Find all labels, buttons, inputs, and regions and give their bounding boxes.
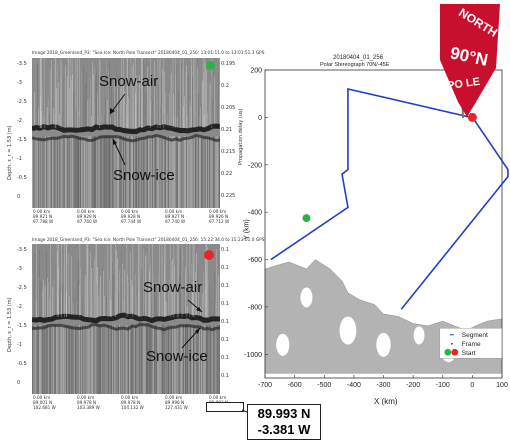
legend-label: Frame bbox=[462, 341, 481, 348]
bottom-right-tick: 0.1 bbox=[221, 283, 229, 289]
legend-frame-swatch bbox=[450, 342, 453, 345]
x-tick-label: -600 bbox=[288, 382, 302, 389]
map-title-line2: Polar Stereograph 70N/-45E bbox=[320, 62, 390, 68]
bay bbox=[300, 287, 313, 308]
top-right-tick: 0.195 bbox=[221, 61, 236, 67]
bay bbox=[339, 316, 357, 345]
y-tick-label: 200 bbox=[250, 68, 262, 75]
bottom-right-tick: 0.1 bbox=[221, 337, 229, 343]
top-snow-air-label: Snow-air bbox=[99, 73, 159, 90]
bottom-right-tick: 0.1 bbox=[221, 265, 229, 271]
top-left-tick: -2.5 bbox=[17, 99, 27, 105]
top-xtick: 0.00 km 89.927 N 97.740 W bbox=[165, 209, 186, 224]
top-left-tick: 0 bbox=[17, 194, 21, 200]
x-tick-label: -500 bbox=[317, 382, 331, 389]
bay bbox=[376, 332, 391, 357]
bottom-right-tick: 0.1 bbox=[221, 355, 229, 361]
map-title-line1: 20180404_01_256 bbox=[333, 55, 384, 61]
map-xlabel: X (km) bbox=[374, 397, 398, 406]
top-right-tick: 0.205 bbox=[221, 105, 236, 111]
x-tick-label: 100 bbox=[496, 382, 508, 389]
bottom-xtick: 0.00 km 89.001 N 102.681 W bbox=[33, 395, 56, 410]
flag-text-pole: PO LE bbox=[446, 76, 480, 92]
bottom-snow-ice-label: Snow-ice bbox=[146, 348, 208, 365]
top-left-tick: -2 bbox=[17, 118, 22, 124]
top-right-tick: 0.21 bbox=[221, 127, 233, 133]
bottom-right-tick: 0.1 bbox=[221, 301, 229, 307]
bottom-left-tick: -0.5 bbox=[17, 361, 27, 367]
top-xtick: 0.00 km 89.928 N 97.744 W bbox=[121, 209, 142, 224]
y-tick-label: -200 bbox=[248, 162, 262, 169]
start-marker-red bbox=[467, 112, 477, 122]
x-tick-label: 0 bbox=[470, 382, 474, 389]
bottom-xtick: 0.00 km 89.978 N 104.132 W bbox=[121, 395, 144, 410]
y-tick-label: 0 bbox=[258, 115, 262, 122]
legend-label: Start bbox=[462, 350, 476, 357]
top-echogram-image bbox=[32, 58, 220, 208]
top-right-tick: 0.22 bbox=[221, 171, 233, 177]
top-panel-title: Image 2018_Greenland_P3: "Sea Ice: North… bbox=[32, 51, 265, 56]
y-tick-label: -400 bbox=[248, 210, 262, 217]
y-tick-label: -800 bbox=[248, 304, 262, 311]
top-xtick: 0.00 km 89.929 N 97.760 W bbox=[77, 209, 98, 224]
bottom-status-dot bbox=[204, 250, 214, 260]
flight-track-map: 20180404_01_256 Polar Stereograph 70N/-4… bbox=[240, 40, 510, 410]
bottom-right-tick: 0.1 bbox=[221, 319, 229, 325]
top-xtick: 0.00 km 89.926 N 97.712 W bbox=[209, 209, 230, 224]
bottom-xtick: 0.00 km 89.996 N 127.431 W bbox=[165, 395, 188, 410]
top-left-tick: -3.5 bbox=[17, 61, 27, 67]
bay bbox=[276, 333, 290, 356]
top-left-tick: -1.5 bbox=[17, 137, 27, 143]
bottom-right-tick: 0.1 bbox=[221, 247, 229, 253]
bottom-left-tick: -3.5 bbox=[17, 247, 27, 253]
top-left-tick: -0.5 bbox=[17, 175, 27, 181]
top-status-dot bbox=[206, 61, 215, 70]
top-annotation-arrows bbox=[109, 93, 126, 166]
top-echogram-panel: Image 2018_Greenland_P3: "Sea Ice: North… bbox=[0, 40, 264, 235]
bottom-snow-air-label: Snow-air bbox=[143, 279, 203, 296]
flight-track bbox=[270, 87, 509, 310]
flag-shape bbox=[440, 4, 500, 117]
top-snow-ice-label: Snow-ice bbox=[113, 167, 175, 184]
top-right-tick: 0.225 bbox=[221, 193, 236, 199]
bottom-left-tick: -2 bbox=[17, 304, 22, 310]
bottom-panel-title: Image 2018_Greenland_P3: "Sea Ice: North… bbox=[32, 238, 265, 243]
bay bbox=[413, 326, 425, 345]
bottom-left-tick: -3 bbox=[17, 266, 22, 272]
x-tick-label: -700 bbox=[258, 382, 272, 389]
bottom-left-tick: 0 bbox=[17, 380, 21, 386]
legend-start-red-swatch bbox=[451, 348, 459, 356]
legend-start-green-swatch bbox=[444, 348, 452, 356]
coordinate-callout: 89.993 N -3.381 W bbox=[247, 404, 321, 440]
bottom-annotation-arrows bbox=[181, 299, 203, 349]
coordinate-latitude: 89.993 N bbox=[257, 406, 311, 421]
x-tick-label: -100 bbox=[436, 382, 450, 389]
x-tick-label: -400 bbox=[347, 382, 361, 389]
top-xtick: 0.00 km 89.921 N 97.788 W bbox=[33, 209, 54, 224]
bottom-echogram-panel: Image 2018_Greenland_P3: "Sea Ice: North… bbox=[0, 236, 264, 410]
x-tick-label: -300 bbox=[376, 382, 390, 389]
bottom-left-tick: -1 bbox=[17, 342, 22, 348]
top-left-tick: -1 bbox=[17, 156, 22, 162]
top-left-tick: -3 bbox=[17, 80, 22, 86]
bottom-xtick: 0.00 km 89.978 N 103.389 W bbox=[77, 395, 100, 410]
y-tick-label: -600 bbox=[248, 257, 262, 264]
bottom-left-tick: -2.5 bbox=[17, 285, 27, 291]
coordinate-source-box bbox=[206, 402, 244, 412]
y-tick-label: -1000 bbox=[244, 352, 262, 359]
legend-label: Segment bbox=[462, 332, 488, 339]
map-plot: -700 -600 -500 -400 -300 -200 -100 0 100-1000-80… bbox=[244, 68, 509, 389]
top-right-tick: 0.215 bbox=[221, 149, 236, 155]
coordinate-longitude: -3.381 W bbox=[257, 422, 311, 437]
bottom-echogram-image bbox=[32, 244, 220, 394]
frame-marker-green bbox=[302, 214, 311, 223]
top-right-tick: 0.2 bbox=[221, 83, 229, 89]
bottom-right-tick: 0.1 bbox=[221, 373, 229, 379]
bottom-left-tick: -1.5 bbox=[17, 323, 27, 329]
x-tick-label: -200 bbox=[406, 382, 420, 389]
